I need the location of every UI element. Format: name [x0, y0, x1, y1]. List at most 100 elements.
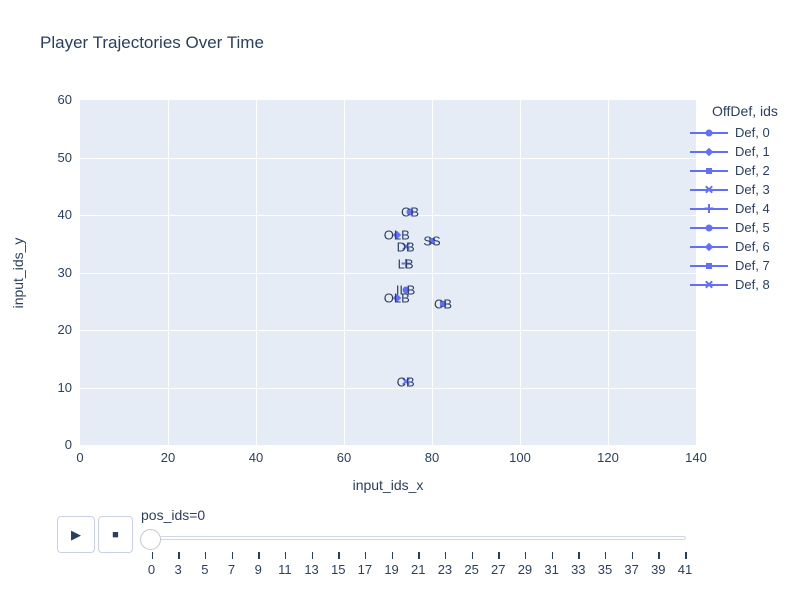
legend-item[interactable]: Def, 8: [690, 275, 778, 294]
x-tick-label: 40: [248, 450, 264, 465]
legend-item[interactable]: Def, 3: [690, 180, 778, 199]
legend-line: [690, 283, 728, 286]
gridline-horizontal: [80, 330, 696, 331]
slider-tick-label: 41: [677, 562, 693, 577]
slider-tick: [151, 552, 153, 559]
y-tick-label: 40: [57, 207, 72, 222]
y-tick-label: 20: [57, 322, 72, 337]
data-point-label: ILB: [395, 282, 416, 298]
legend-item[interactable]: Def, 5: [690, 218, 778, 237]
x-marker-icon: [705, 185, 714, 194]
y-tick-label: 30: [57, 264, 72, 280]
slider-tick: [284, 552, 287, 559]
slider-tick-label: 21: [411, 562, 426, 577]
legend-item-label: Def, 0: [735, 125, 770, 140]
data-point-label: DB: [396, 239, 415, 255]
square-marker-icon: [706, 262, 712, 269]
slider-tick: [204, 552, 207, 559]
data-point-label: CB: [400, 204, 420, 220]
data-point-label: LB: [397, 256, 414, 272]
legend-item[interactable]: Def, 2: [690, 161, 778, 180]
slider-tick-label: 9: [254, 562, 262, 577]
legend-item-label: Def, 4: [735, 201, 770, 216]
x-tick-label: 120: [597, 450, 619, 465]
data-point-label: CB: [396, 374, 415, 390]
legend-line: [690, 224, 728, 231]
x-tick-label: 80: [424, 450, 440, 465]
diamond-marker-icon: [704, 147, 714, 156]
data-point-label: CB: [433, 296, 453, 312]
legend-item-label: Def, 5: [735, 220, 770, 235]
y-tick-label: 60: [57, 92, 72, 107]
legend-item[interactable]: Def, 4: [690, 199, 778, 218]
slider-tick: [551, 552, 554, 559]
play-icon: ▶: [71, 526, 81, 542]
legend-item[interactable]: Def, 6: [690, 237, 778, 256]
slider-tick: [364, 552, 367, 559]
slider-tick-label: 37: [624, 562, 639, 577]
gridline-horizontal: [80, 215, 696, 216]
y-axis-title: input_ids_y: [10, 237, 26, 309]
stop-button[interactable]: ■: [98, 516, 133, 553]
x-tick-label: 100: [509, 450, 531, 465]
slider-tick: [524, 552, 527, 559]
legend-item[interactable]: Def, 7: [690, 256, 778, 275]
slider-current-value: pos_ids=0: [141, 507, 206, 523]
slider-tick: [258, 552, 260, 559]
slider-tick-label: 39: [651, 562, 666, 577]
y-tick-label: 10: [57, 379, 72, 395]
legend-line: [690, 188, 728, 191]
slider-tick: [658, 552, 660, 559]
stop-icon: ■: [112, 528, 119, 541]
diamond-marker-icon: [704, 242, 714, 251]
gridline-horizontal: [80, 272, 696, 274]
legend-item[interactable]: Def, 1: [690, 142, 778, 161]
data-point-label: OLB: [383, 290, 410, 306]
legend-line: [690, 262, 728, 269]
legend-line: [690, 207, 728, 210]
data-point-label: OLB: [383, 227, 410, 243]
gridline-horizontal: [80, 387, 696, 389]
slider-tick-label: 15: [330, 562, 346, 577]
slider-tick-label: 31: [544, 562, 559, 577]
square-marker-icon: [429, 237, 435, 244]
slider-tick-label: 5: [201, 562, 209, 577]
x-tick-label: 0: [76, 450, 84, 465]
slider-tick-label: 13: [304, 562, 319, 577]
slider-tick-label: 17: [357, 562, 373, 577]
slider-handle[interactable]: [140, 529, 161, 550]
slider-tick-label: 3: [174, 562, 182, 577]
slider-tick: [338, 552, 340, 559]
x-tick-label: 140: [685, 450, 707, 465]
legend-item-label: Def, 1: [735, 144, 770, 159]
slider-tick: [444, 552, 447, 559]
slider-tick-label: 27: [491, 562, 506, 577]
slider-tick-label: 25: [464, 562, 479, 577]
gridline-horizontal: [80, 157, 696, 159]
legend-line: [690, 129, 728, 136]
slider-tick-label: 35: [597, 562, 613, 577]
legend-item-label: Def, 7: [735, 258, 770, 273]
circle-marker-icon: [406, 208, 414, 216]
legend-item[interactable]: Def, 0: [690, 123, 778, 142]
slider-track[interactable]: [150, 536, 686, 540]
slider-tick-label: 7: [227, 562, 236, 577]
slider-tick-label: 33: [571, 562, 586, 577]
plot-area: CB OLB SS DB LB ILB OLB CB CB: [80, 100, 696, 445]
play-button[interactable]: ▶: [57, 516, 95, 553]
slider-tick: [578, 552, 580, 559]
square-marker-icon: [440, 301, 446, 308]
legend-item-label: Def, 2: [735, 163, 770, 178]
legend-title: OffDef, ids: [712, 103, 778, 119]
y-tick-label: 0: [64, 437, 72, 452]
square-marker-icon: [706, 167, 712, 174]
slider-tick: [418, 552, 420, 559]
legend-item-label: Def, 6: [735, 239, 770, 254]
slider-tick: [498, 552, 500, 559]
legend-item-label: Def, 3: [735, 182, 770, 197]
slider-tick: [685, 552, 687, 559]
chart-title: Player Trajectories Over Time: [40, 33, 264, 52]
slider-tick: [631, 552, 634, 559]
x-tick-label: 20: [160, 450, 176, 465]
